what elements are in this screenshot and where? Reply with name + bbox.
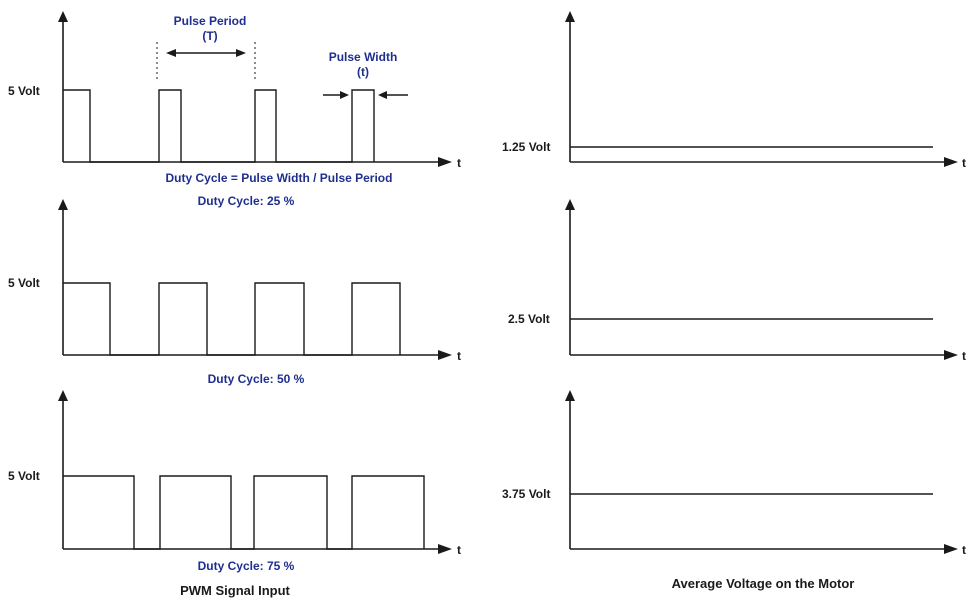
pwm-1-y-arrow <box>58 11 68 22</box>
pwm-2-x-arrow <box>438 350 452 360</box>
pwm-1-waveform <box>63 89 375 163</box>
avg-3-y-arrow <box>565 390 575 401</box>
avg-2-y-arrow <box>565 199 575 210</box>
pulse-period-symbol: (T) <box>202 29 217 43</box>
pwm-1-t-label: t <box>457 156 461 170</box>
pwm-3-t-label: t <box>457 543 461 557</box>
pwm-2-t-label: t <box>457 349 461 363</box>
avg-panel-2: t 2.5 Volt <box>508 199 966 363</box>
avg-2-level-label: 2.5 Volt <box>508 312 550 326</box>
avg-panel-3: t 3.75 Volt <box>502 390 966 557</box>
avg-1-x-arrow <box>944 157 958 167</box>
pwm-3-waveform <box>63 475 425 550</box>
period-arrow-right <box>236 49 246 57</box>
pulse-width-symbol: (t) <box>357 65 369 79</box>
pwm-3-level-label: 5 Volt <box>8 469 40 483</box>
avg-3-level-label: 3.75 Volt <box>502 487 550 501</box>
avg-1-y-arrow <box>565 11 575 22</box>
pwm-1-level-label: 5 Volt <box>8 84 40 98</box>
pwm-panel-25: t 5 Volt Pulse Period (T) Pulse Width (t… <box>8 11 461 208</box>
avg-panel-1: t 1.25 Volt <box>502 11 966 170</box>
pwm-1-duty-label: Duty Cycle: 25 % <box>198 194 295 208</box>
pwm-3-duty-label: Duty Cycle: 75 % <box>198 559 295 573</box>
pulse-width-label: Pulse Width <box>329 50 398 64</box>
pwm-panel-50: t 5 Volt Duty Cycle: 50 % <box>8 199 461 386</box>
avg-3-x-arrow <box>944 544 958 554</box>
right-caption: Average Voltage on the Motor <box>672 576 855 591</box>
pulse-period-label: Pulse Period <box>174 14 247 28</box>
period-arrow-left <box>166 49 176 57</box>
pwm-2-level-label: 5 Volt <box>8 276 40 290</box>
pwm-3-x-arrow <box>438 544 452 554</box>
pwm-1-x-arrow <box>438 157 452 167</box>
avg-2-x-arrow <box>944 350 958 360</box>
width-arrow-left <box>340 91 349 99</box>
pwm-3-y-arrow <box>58 390 68 401</box>
pwm-2-waveform <box>63 282 401 356</box>
avg-3-t-label: t <box>962 543 966 557</box>
pwm-panel-75: t 5 Volt Duty Cycle: 75 % <box>8 390 461 573</box>
duty-cycle-formula: Duty Cycle = Pulse Width / Pulse Period <box>166 171 393 185</box>
avg-1-t-label: t <box>962 156 966 170</box>
left-caption: PWM Signal Input <box>180 583 290 598</box>
avg-1-level-label: 1.25 Volt <box>502 140 550 154</box>
avg-2-t-label: t <box>962 349 966 363</box>
pwm-2-duty-label: Duty Cycle: 50 % <box>208 372 305 386</box>
pwm-2-y-arrow <box>58 199 68 210</box>
width-arrow-right <box>378 91 387 99</box>
